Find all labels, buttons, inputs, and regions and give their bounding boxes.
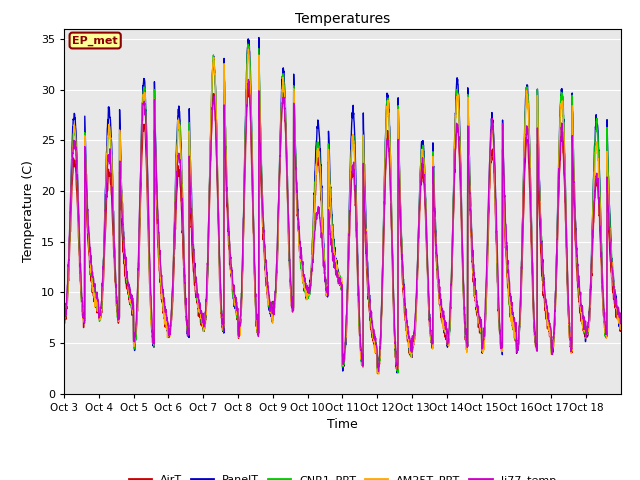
Y-axis label: Temperature (C): Temperature (C) <box>22 160 35 262</box>
Legend: AirT, PanelT, CNR1_PRT, AM25T_PRT, li77_temp: AirT, PanelT, CNR1_PRT, AM25T_PRT, li77_… <box>125 470 560 480</box>
Text: EP_met: EP_met <box>72 36 118 46</box>
X-axis label: Time: Time <box>327 418 358 431</box>
Title: Temperatures: Temperatures <box>295 12 390 26</box>
